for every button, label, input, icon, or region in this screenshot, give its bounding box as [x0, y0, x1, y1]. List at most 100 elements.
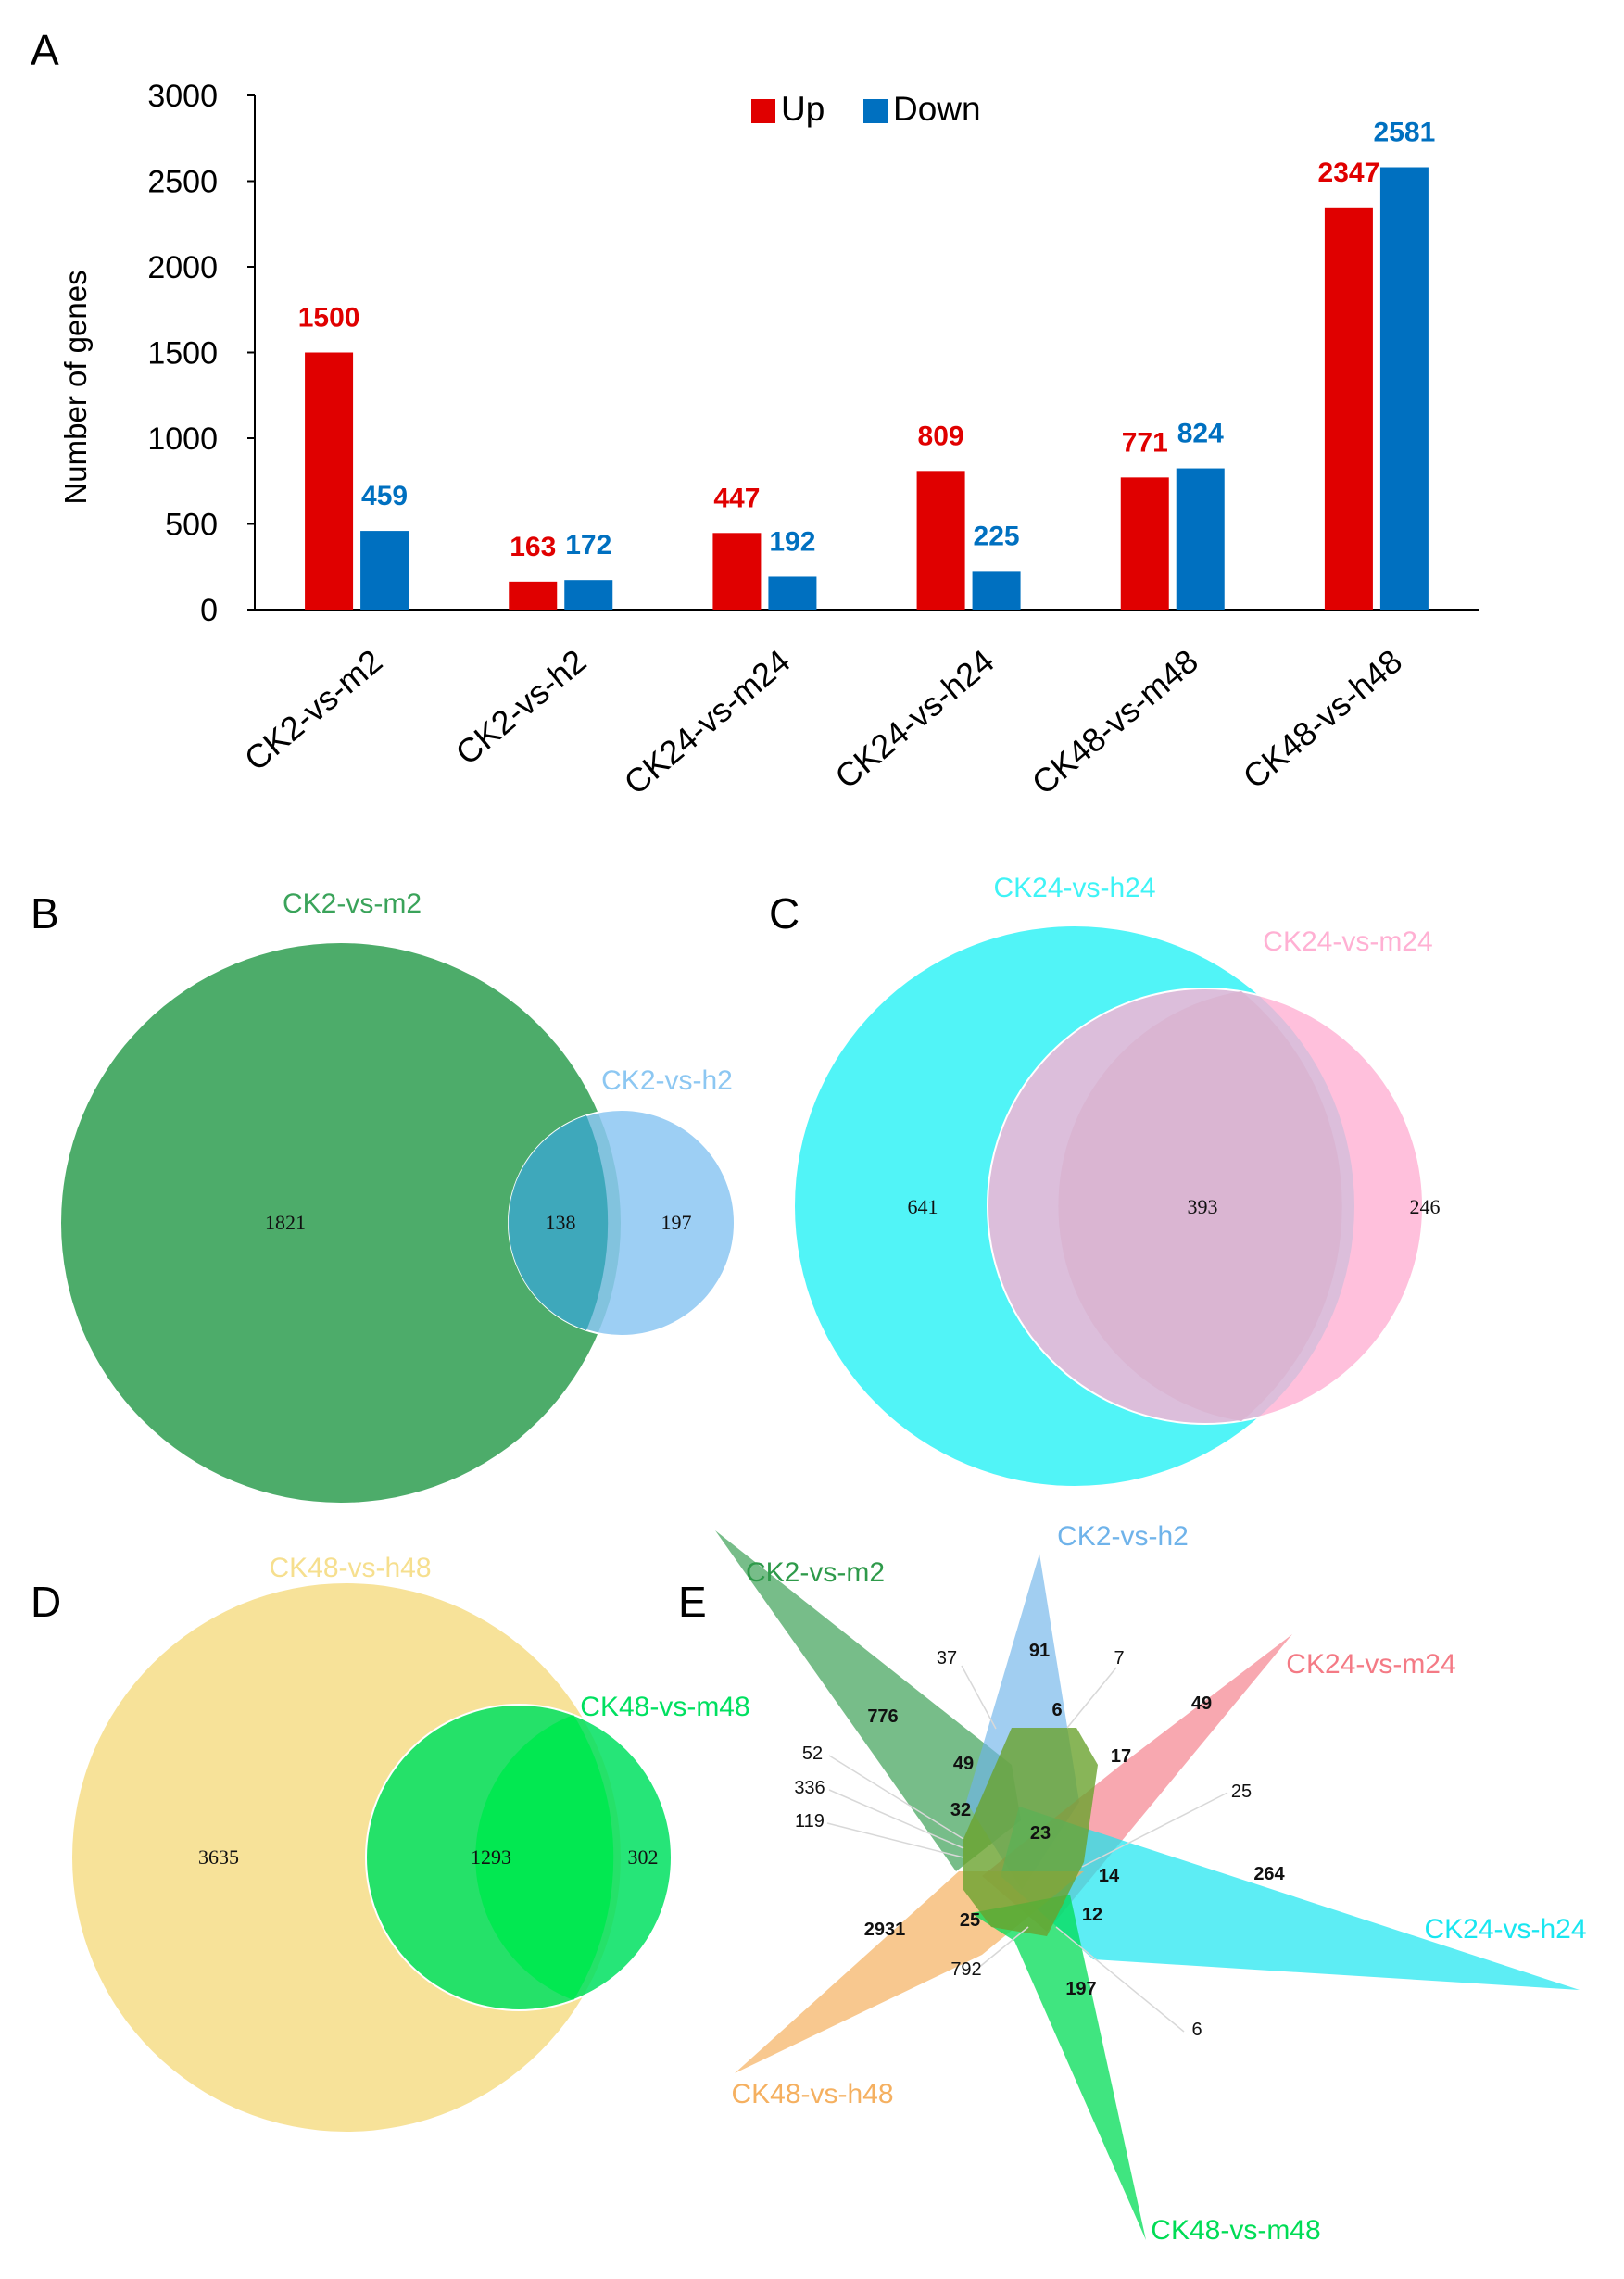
- venn-d-count-only-b: 302: [628, 1845, 659, 1869]
- venn-d: CK48-vs-h48 CK48-vs-m48 3635 1293 302: [72, 1553, 750, 2132]
- category-label: CK48-vs-m48: [1025, 642, 1205, 802]
- panel-label-b: B: [31, 889, 59, 938]
- bar-down: [360, 531, 409, 610]
- venn-b-set-ck2-vs-m2: [61, 943, 621, 1503]
- bar-value-label: 824: [1177, 419, 1224, 449]
- panel-label-d: D: [31, 1578, 61, 1626]
- bar-value-label: 459: [361, 481, 408, 511]
- panel-label-e: E: [678, 1578, 707, 1626]
- bar-value-label: 2347: [1318, 157, 1380, 188]
- venn-e-core: [963, 1728, 1098, 1936]
- bars: [305, 167, 1429, 610]
- venn-e-petal-ck2-vs-m2: [715, 1530, 1021, 1871]
- bar-down: [768, 576, 817, 610]
- category-label: CK2-vs-h2: [448, 642, 594, 773]
- y-tick-label: 1500: [147, 336, 218, 371]
- bar-down: [972, 571, 1021, 610]
- venn-d-title-b: CK48-vs-m48: [580, 1692, 749, 1722]
- bar-value-labels: 1500 459 163 172 447 192 809 225 771 824 2347 2581: [298, 118, 1436, 562]
- venn-e-count-9: 49: [953, 1754, 974, 1774]
- venn-d-overlap: [475, 1715, 614, 2000]
- y-ticks: 0 500 1000 1500 2000 2500 3000: [147, 79, 255, 628]
- venn-c-overlap: [1058, 991, 1342, 1421]
- venn-e-count-14: 12: [1082, 1905, 1102, 1925]
- venn-c-count-both: 393: [1188, 1195, 1218, 1218]
- category-labels: CK2-vs-m2 CK2-vs-h2 CK24-vs-m24 CK24-vs-h24…: [237, 642, 1409, 802]
- venn-e-count-20: 792: [950, 1959, 981, 1980]
- venn-c-count-only-b: 246: [1410, 1195, 1441, 1218]
- venn-e-title-ck2-vs-h2: CK2-vs-h2: [1057, 1521, 1189, 1552]
- venn-e-count-21: 6: [1191, 2020, 1202, 2040]
- venn-e-petal-ck24-vs-h24: [1001, 1807, 1580, 1990]
- venn-e-count-15: 25: [1231, 1782, 1252, 1802]
- venn-b-overlap: [508, 1115, 609, 1330]
- bar-down: [564, 580, 613, 610]
- venn-e-count-5: 197: [1065, 1979, 1096, 1999]
- venn-e-count-3: 264: [1253, 1864, 1285, 1884]
- venn-b-count-both: 138: [546, 1211, 576, 1234]
- legend-label-down: Down: [893, 90, 981, 128]
- venn-c-count-only-a: 641: [908, 1195, 938, 1218]
- bar-value-label: 163: [510, 532, 556, 562]
- venn-e-count-11: 32: [950, 1800, 971, 1820]
- y-tick-label: 0: [200, 593, 218, 628]
- y-tick-label: 500: [165, 508, 218, 543]
- bar-value-label: 225: [974, 521, 1020, 551]
- venn-e-leader-lines: [826, 1665, 1228, 2033]
- venn-c: CK24-vs-h24 CK24-vs-m24 641 393 246: [795, 873, 1441, 1486]
- venn-d-count-only-a: 3635: [198, 1845, 239, 1869]
- venn-e-count-12: 23: [1030, 1823, 1051, 1844]
- venn-e-count-10: 17: [1111, 1746, 1131, 1767]
- venn-b-title-a: CK2-vs-m2: [283, 888, 422, 919]
- category-label: CK24-vs-m24: [617, 642, 798, 802]
- venn-e-petal-ck48-vs-m48: [971, 1895, 1146, 2240]
- bar-chart: Number of genes 0 500 1000 1500 2000 2500 3000…: [58, 79, 1479, 802]
- category-label: CK24-vs-h24: [827, 642, 1001, 796]
- venn-e: CK2-vs-m2 CK2-vs-h2 CK24-vs-m24 CK24-vs-…: [715, 1521, 1587, 2246]
- venn-b-count-only-b: 197: [661, 1211, 692, 1234]
- bar-up: [712, 533, 762, 610]
- venn-e-count-7: 7: [1114, 1648, 1124, 1668]
- bar-value-label: 192: [769, 526, 815, 557]
- venn-b-count-only-a: 1821: [265, 1211, 306, 1234]
- venn-e-title-ck2-vs-m2: CK2-vs-m2: [746, 1557, 885, 1588]
- legend: Up Down: [751, 90, 981, 128]
- panel-label-a: A: [31, 26, 59, 74]
- y-tick-label: 2500: [147, 165, 218, 200]
- venn-d-count-both: 1293: [471, 1845, 511, 1869]
- venn-e-count-4: 2931: [864, 1920, 906, 1940]
- venn-e-count-1: 91: [1029, 1641, 1050, 1661]
- venn-e-count-18: 336: [794, 1778, 825, 1798]
- panel-label-c: C: [769, 889, 799, 938]
- venn-d-title-a: CK48-vs-h48: [269, 1553, 431, 1583]
- bar-value-label: 447: [713, 483, 760, 513]
- y-tick-label: 3000: [147, 79, 218, 114]
- venn-c-title-b: CK24-vs-m24: [1263, 926, 1432, 957]
- bar-value-label: 2581: [1374, 118, 1436, 148]
- venn-e-count-0: 776: [867, 1706, 898, 1727]
- bar-value-label: 809: [918, 421, 964, 451]
- category-label: CK48-vs-h48: [1236, 642, 1409, 796]
- venn-c-title-a: CK24-vs-h24: [993, 873, 1155, 903]
- bar-up: [305, 352, 354, 610]
- bar-value-label: 771: [1122, 427, 1168, 458]
- bar-value-label: 172: [565, 530, 611, 560]
- y-tick-label: 1000: [147, 422, 218, 457]
- venn-e-count-19: 119: [795, 1811, 825, 1832]
- venn-e-count-2: 49: [1191, 1694, 1212, 1714]
- venn-e-count-17: 52: [802, 1744, 823, 1764]
- bar-up: [916, 471, 965, 610]
- y-axis-label: Number of genes: [58, 270, 93, 504]
- legend-label-up: Up: [781, 90, 825, 128]
- legend-swatch-up: [751, 99, 775, 123]
- venn-e-count-8: 6: [1051, 1700, 1062, 1720]
- venn-e-title-ck24-vs-h24: CK24-vs-h24: [1424, 1914, 1586, 1945]
- venn-e-title-ck48-vs-m48: CK48-vs-m48: [1151, 2215, 1320, 2246]
- venn-e-count-6: 37: [937, 1648, 957, 1668]
- venn-e-title-ck48-vs-h48: CK48-vs-h48: [731, 2079, 893, 2109]
- venn-b: CK2-vs-m2 CK2-vs-h2 1821 138 197: [61, 888, 736, 1503]
- category-label: CK2-vs-m2: [237, 642, 389, 778]
- bar-up: [1120, 477, 1169, 610]
